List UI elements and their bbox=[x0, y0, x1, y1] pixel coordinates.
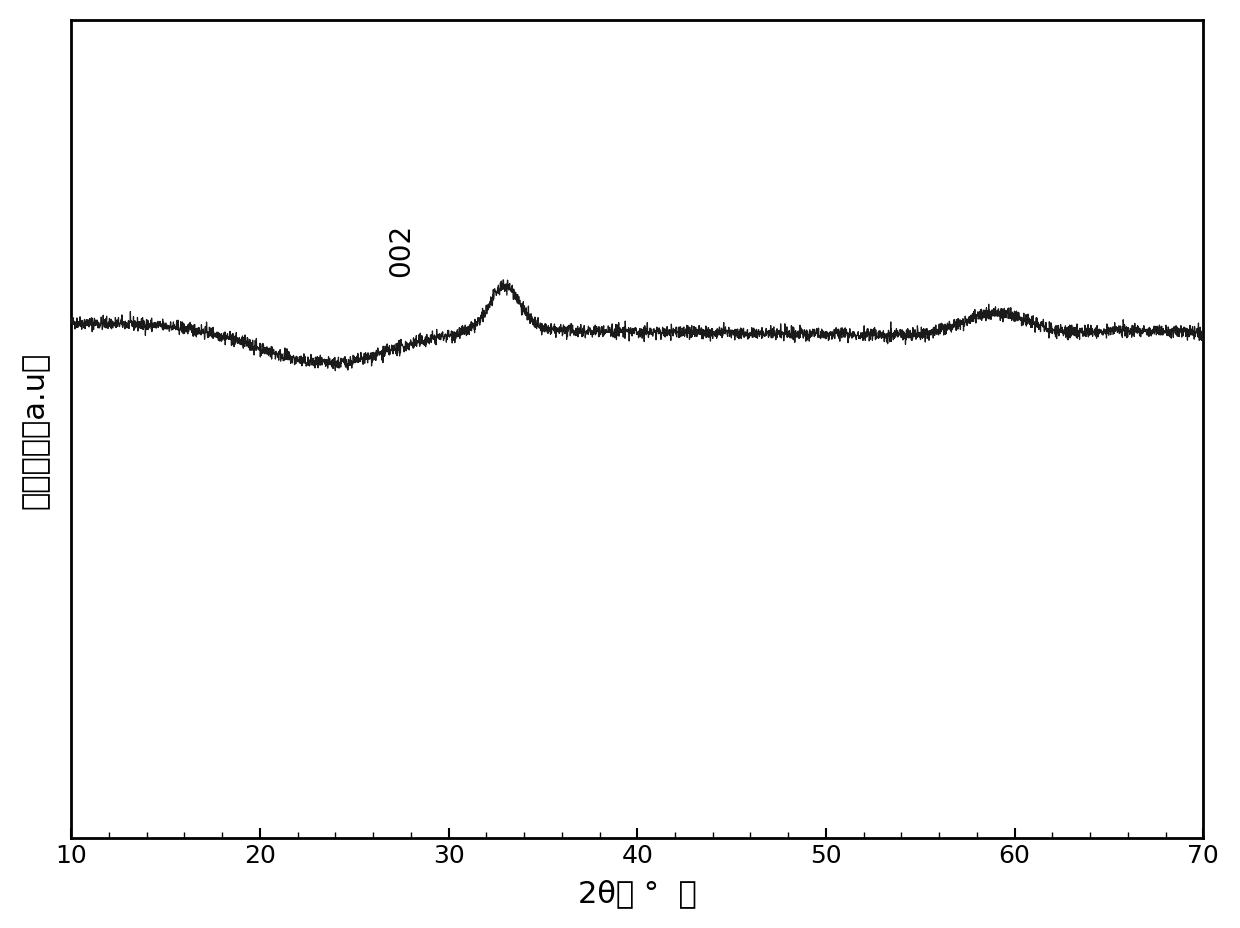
X-axis label: 2θ（ °  ）: 2θ（ ° ） bbox=[578, 878, 697, 908]
Y-axis label: 衍射强度（a.u）: 衍射强度（a.u） bbox=[21, 351, 50, 509]
Text: 002: 002 bbox=[387, 223, 415, 277]
